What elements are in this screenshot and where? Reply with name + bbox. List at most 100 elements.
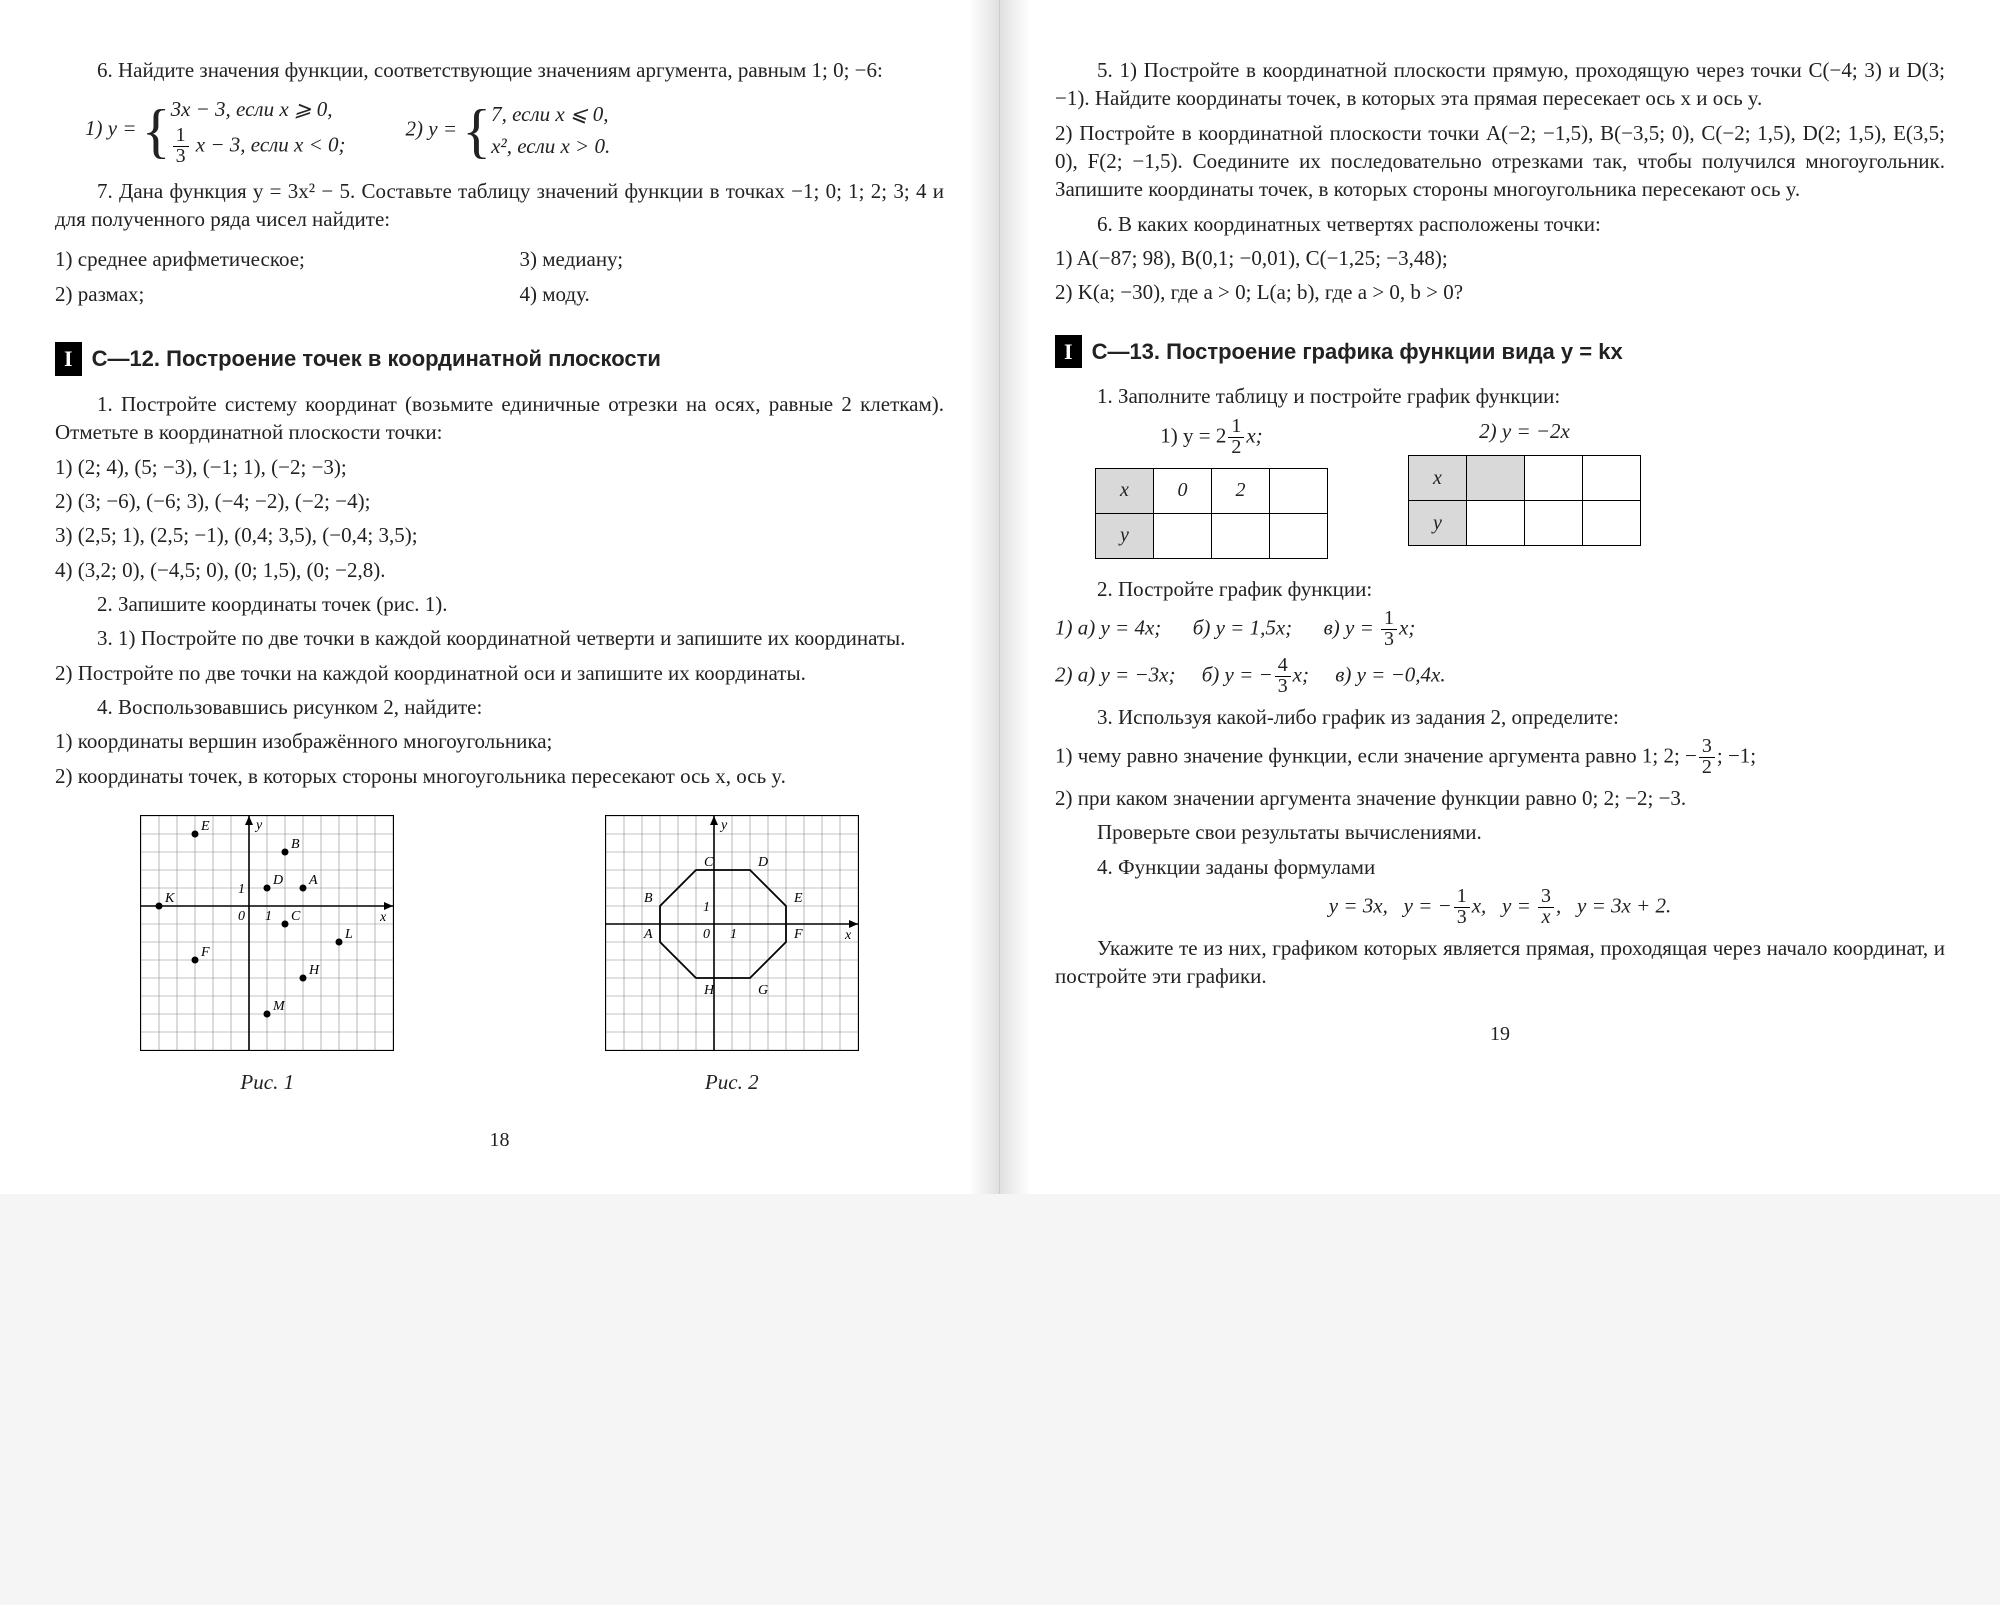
problem-6-intro: 6. Найдите значения функции, соответству… (55, 56, 944, 84)
table-cell (1467, 456, 1525, 501)
problem-7-items: 1) среднее арифметическое; 2) размах; 3)… (55, 239, 944, 314)
table-cell: 2 (1212, 468, 1270, 513)
svg-text:0: 0 (703, 927, 710, 942)
table-2: x y (1408, 455, 1641, 546)
book-spread: 6. Найдите значения функции, соответству… (0, 0, 2000, 1194)
section-c13-text: С—13. Построение графика функции вида y … (1092, 337, 1623, 367)
c13-2: 2. Постройте график функции: (1055, 575, 1945, 603)
figure-1-label: Рис. 1 (55, 1068, 480, 1096)
table-2-label: 2) y = −2x (1408, 417, 1641, 445)
table-cell (1583, 501, 1641, 546)
tables-row: 1) y = 212x; x02 y 2) y = −2x x y (1095, 417, 1945, 569)
c12-1: 1. Постройте систему координат (возьмите… (55, 390, 944, 447)
table-2-block: 2) y = −2x x y (1408, 417, 1641, 569)
svg-text:G: G (758, 983, 768, 998)
c12-1-2: 2) (3; −6), (−6; 3), (−4; −2), (−2; −4); (55, 487, 944, 515)
section-c12-title: I С—12. Построение точек в координатной … (55, 342, 944, 376)
svg-text:B: B (291, 837, 300, 852)
svg-text:1: 1 (265, 909, 272, 924)
svg-text:F: F (793, 927, 803, 942)
svg-text:L: L (344, 927, 353, 942)
table-cell (1270, 468, 1328, 513)
c13-3-check: Проверьте свои результаты вычислениями. (1055, 818, 1945, 846)
c12-1-1: 1) (2; 4), (5; −3), (−1; 1), (−2; −3); (55, 453, 944, 481)
svg-text:H: H (308, 963, 320, 978)
c12-3-1: 3. 1) Постройте по две точки в каждой ко… (55, 624, 944, 652)
c13-3: 3. Используя какой-либо график из задани… (1055, 703, 1945, 731)
figure-1-svg: yx011EBDAKCLFHM (140, 815, 394, 1051)
svg-text:y: y (719, 818, 728, 833)
svg-text:0: 0 (238, 909, 245, 924)
figure-1: yx011EBDAKCLFHM Рис. 1 (55, 815, 480, 1097)
problem-6r: 6. В каких координатных четвертях распол… (1055, 210, 1945, 238)
svg-text:A: A (643, 927, 653, 942)
table-1-label: 1) y = 212x; (1095, 417, 1328, 458)
table-cell (1270, 513, 1328, 558)
level-box: I (1055, 335, 1082, 369)
figure-2: y x 0 1 1 B C D E F G H A Рис. 2 (520, 815, 945, 1097)
problem-6r-2: 2) K(a; −30), где a > 0; L(a; b), где a … (1055, 278, 1945, 306)
svg-text:K: K (164, 891, 175, 906)
problem-7-3: 3) медиану; (520, 245, 945, 273)
problem-5-1: 5. 1) Постройте в координатной плоскости… (1055, 56, 1945, 113)
svg-text:H: H (703, 983, 715, 998)
svg-text:F: F (200, 945, 210, 960)
svg-text:1: 1 (730, 927, 737, 942)
table-cell: x (1409, 456, 1467, 501)
svg-text:x: x (379, 910, 387, 925)
c13-3-2: 2) при каком значении аргумента значение… (1055, 784, 1945, 812)
svg-text:D: D (272, 873, 283, 888)
level-box: I (55, 342, 82, 376)
svg-text:C: C (704, 855, 714, 870)
problem-6r-1: 1) A(−87; 98), B(0,1; −0,01), C(−1,25; −… (1055, 244, 1945, 272)
c12-4: 4. Воспользовавшись рисунком 2, найдите: (55, 693, 944, 721)
problem-7: 7. Дана функция y = 3x² − 5. Составьте т… (55, 177, 944, 234)
svg-text:C: C (291, 909, 301, 924)
table-cell (1212, 513, 1270, 558)
table-1: x02 y (1095, 468, 1328, 559)
figures-row: yx011EBDAKCLFHM Рис. 1 yx011BCDEFGHA Рис… (55, 815, 944, 1097)
table-cell (1525, 501, 1583, 546)
c12-4-1: 1) координаты вершин изображённого много… (55, 727, 944, 755)
problem-6-case-1: 1) y = { 3x − 3, если x ⩾ 0, 13 x − 3, е… (85, 94, 346, 166)
table-cell (1467, 501, 1525, 546)
c13-4-tail: Укажите те из них, графиком которых явля… (1055, 934, 1945, 991)
c13-1: 1. Заполните таблицу и постройте график … (1055, 382, 1945, 410)
problem-6-formulas: 1) y = { 3x − 3, если x ⩾ 0, 13 x − 3, е… (85, 94, 944, 166)
table-cell (1525, 456, 1583, 501)
c13-2-row-2: 2) а) y = −3x; б) y = −43x; в) y = −0,4x… (1055, 656, 1945, 697)
svg-text:y: y (254, 818, 263, 833)
problem-7-2: 2) размах; (55, 280, 480, 308)
c13-3-1: 1) чему равно значение функции, если зна… (1055, 737, 1945, 778)
svg-text:D: D (757, 855, 768, 870)
table-cell (1154, 513, 1212, 558)
page-left: 6. Найдите значения функции, соответству… (0, 0, 1000, 1194)
table-1-block: 1) y = 212x; x02 y (1095, 417, 1328, 569)
svg-text:1: 1 (703, 900, 710, 915)
svg-text:E: E (200, 819, 210, 834)
table-cell: 0 (1154, 468, 1212, 513)
c12-2: 2. Запишите координаты точек (рис. 1). (55, 590, 944, 618)
c12-4-2: 2) координаты точек, в которых стороны м… (55, 762, 944, 790)
c12-3-2: 2) Постройте по две точки на каждой коор… (55, 659, 944, 687)
table-cell: y (1409, 501, 1467, 546)
page-number-left: 18 (55, 1127, 944, 1154)
problem-6-case-2: 2) y = { 7, если x ⩽ 0, x², если x > 0. (406, 99, 611, 162)
problem-5-2: 2) Постройте в координатной плоскости то… (1055, 119, 1945, 204)
page-number-right: 19 (1055, 1021, 1945, 1048)
c13-4: 4. Функции заданы формулами (1055, 853, 1945, 881)
figure-2-svg: y x 0 1 1 B C D E F G H A (605, 815, 859, 1051)
svg-text:A: A (308, 873, 318, 888)
table-cell: x (1096, 468, 1154, 513)
problem-7-4: 4) моду. (520, 280, 945, 308)
page-right: 5. 1) Постройте в координатной плоскости… (1000, 0, 2000, 1194)
c12-1-3: 3) (2,5; 1), (2,5; −1), (0,4; 3,5), (−0,… (55, 521, 944, 549)
svg-text:B: B (644, 891, 653, 906)
svg-text:E: E (793, 891, 803, 906)
section-c13-title: I С—13. Построение графика функции вида … (1055, 335, 1945, 369)
table-cell: y (1096, 513, 1154, 558)
problem-7-1: 1) среднее арифметическое; (55, 245, 480, 273)
svg-text:x: x (844, 928, 852, 943)
figure-2-label: Рис. 2 (520, 1068, 945, 1096)
c13-4-formulas: y = 3x, y = −13x, y = 3x, y = 3x + 2. (1055, 887, 1945, 928)
